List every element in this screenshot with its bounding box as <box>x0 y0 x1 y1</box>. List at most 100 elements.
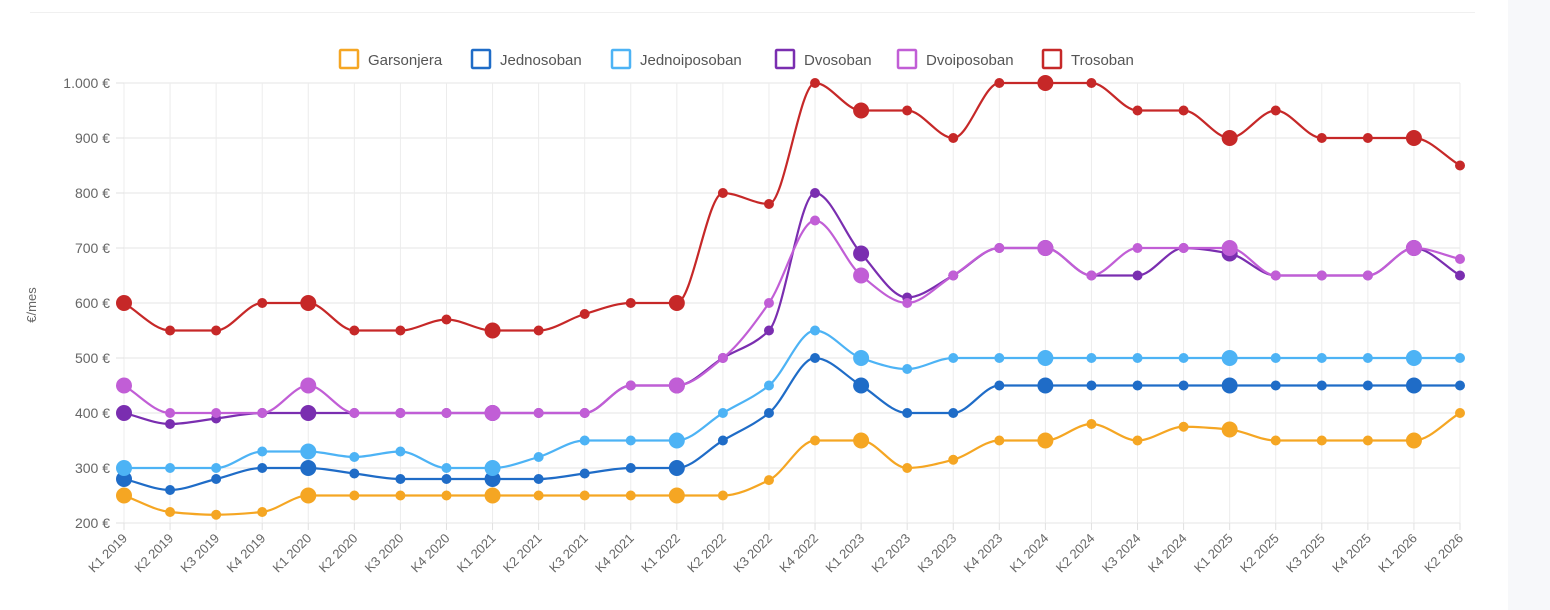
data-point-jednosoban[interactable] <box>441 474 452 484</box>
data-point-jednosoban[interactable] <box>1270 380 1281 391</box>
data-point-jednoiposoban[interactable] <box>948 353 959 363</box>
data-point-jednoiposoban[interactable] <box>763 380 774 391</box>
data-point-jednosoban[interactable] <box>1132 380 1143 391</box>
data-point-garsonjera[interactable] <box>994 435 1005 446</box>
data-point-trosoban[interactable] <box>1037 75 1054 91</box>
data-point-dvoiposoban[interactable] <box>533 408 544 418</box>
data-point-trosoban[interactable] <box>763 199 774 209</box>
data-point-jednosoban[interactable] <box>763 408 774 418</box>
data-point-jednoiposoban[interactable] <box>1270 353 1281 363</box>
data-point-garsonjera[interactable] <box>165 507 176 517</box>
data-point-trosoban[interactable] <box>1132 105 1143 116</box>
data-point-jednoiposoban[interactable] <box>668 432 685 449</box>
data-point-jednoiposoban[interactable] <box>994 353 1005 363</box>
data-point-garsonjera[interactable] <box>395 490 406 501</box>
data-point-jednoiposoban[interactable] <box>1178 353 1189 363</box>
data-point-garsonjera[interactable] <box>810 435 821 446</box>
data-point-dvoiposoban[interactable] <box>395 408 406 418</box>
data-point-trosoban[interactable] <box>579 309 590 319</box>
data-point-dvoiposoban[interactable] <box>717 353 728 363</box>
data-point-jednoiposoban[interactable] <box>1132 353 1143 363</box>
data-point-jednoiposoban[interactable] <box>853 350 870 366</box>
data-point-dvoiposoban[interactable] <box>1221 240 1238 256</box>
data-point-jednoiposoban[interactable] <box>395 446 406 457</box>
data-point-dvoiposoban[interactable] <box>484 405 501 421</box>
data-point-dvosoban[interactable] <box>116 405 132 421</box>
data-point-jednosoban[interactable] <box>1316 380 1327 391</box>
data-point-trosoban[interactable] <box>257 298 268 308</box>
data-point-dvoiposoban[interactable] <box>211 408 222 418</box>
data-point-trosoban[interactable] <box>1178 105 1189 116</box>
data-point-trosoban[interactable] <box>625 298 636 308</box>
data-point-trosoban[interactable] <box>165 325 176 336</box>
data-point-trosoban[interactable] <box>349 325 360 336</box>
data-point-jednosoban[interactable] <box>257 463 268 473</box>
data-point-jednosoban[interactable] <box>395 474 406 484</box>
data-point-jednoiposoban[interactable] <box>441 463 452 473</box>
data-point-trosoban[interactable] <box>668 295 685 311</box>
legend-label[interactable]: Garsonjera <box>368 52 443 69</box>
data-point-trosoban[interactable] <box>1362 133 1373 143</box>
data-point-dvoiposoban[interactable] <box>1086 270 1097 281</box>
data-point-garsonjera[interactable] <box>1362 435 1373 446</box>
legend-item-jednoiposoban[interactable]: Jednoiposoban <box>610 48 742 70</box>
legend-swatch[interactable] <box>610 48 632 70</box>
data-point-jednosoban[interactable] <box>902 408 913 418</box>
data-point-dvoiposoban[interactable] <box>902 298 913 308</box>
data-point-garsonjera[interactable] <box>211 509 222 520</box>
data-point-jednosoban[interactable] <box>717 435 728 446</box>
data-point-garsonjera[interactable] <box>484 487 501 504</box>
data-point-jednosoban[interactable] <box>1405 377 1422 394</box>
data-point-garsonjera[interactable] <box>948 454 959 465</box>
data-point-jednosoban[interactable] <box>1086 380 1097 391</box>
data-point-jednosoban[interactable] <box>211 474 222 484</box>
data-point-garsonjera[interactable] <box>853 432 870 449</box>
data-point-garsonjera[interactable] <box>533 490 544 501</box>
data-point-dvoiposoban[interactable] <box>625 380 636 391</box>
data-point-trosoban[interactable] <box>717 188 728 198</box>
data-point-garsonjera[interactable] <box>668 487 685 504</box>
data-point-jednosoban[interactable] <box>810 353 821 363</box>
data-point-garsonjera[interactable] <box>300 487 317 504</box>
data-point-garsonjera[interactable] <box>257 507 268 517</box>
data-point-jednosoban[interactable] <box>853 377 870 394</box>
data-point-jednosoban[interactable] <box>1362 380 1373 391</box>
data-point-jednosoban[interactable] <box>116 471 132 487</box>
data-point-jednosoban[interactable] <box>1221 377 1238 394</box>
data-point-jednoiposoban[interactable] <box>902 364 913 374</box>
data-point-trosoban[interactable] <box>810 78 821 88</box>
data-point-trosoban[interactable] <box>116 295 132 311</box>
data-point-trosoban[interactable] <box>1086 78 1097 88</box>
data-point-dvoiposoban[interactable] <box>300 377 317 394</box>
data-point-dvosoban[interactable] <box>763 325 774 336</box>
data-point-dvoiposoban[interactable] <box>1270 270 1281 281</box>
data-point-jednosoban[interactable] <box>300 460 317 476</box>
data-point-trosoban[interactable] <box>211 325 222 336</box>
legend-label[interactable]: Dvoiposoban <box>926 52 1014 69</box>
data-point-garsonjera[interactable] <box>116 487 132 504</box>
data-point-jednoiposoban[interactable] <box>1086 353 1097 363</box>
data-point-garsonjera[interactable] <box>441 490 452 501</box>
legend-swatch[interactable] <box>774 48 796 70</box>
data-point-dvosoban[interactable] <box>1132 270 1143 281</box>
data-point-dvosoban[interactable] <box>1455 270 1465 281</box>
data-point-dvosoban[interactable] <box>810 188 821 198</box>
data-point-dvosoban[interactable] <box>300 405 317 421</box>
data-point-jednoiposoban[interactable] <box>810 325 821 336</box>
data-point-garsonjera[interactable] <box>1037 432 1054 449</box>
data-point-dvoiposoban[interactable] <box>1455 254 1465 264</box>
data-point-jednoiposoban[interactable] <box>625 435 636 446</box>
data-point-jednoiposoban[interactable] <box>1221 350 1238 366</box>
data-point-jednoiposoban[interactable] <box>300 443 317 460</box>
data-point-dvoiposoban[interactable] <box>165 408 176 418</box>
data-point-jednoiposoban[interactable] <box>484 460 501 476</box>
data-point-garsonjera[interactable] <box>1178 421 1189 432</box>
data-point-dvoiposoban[interactable] <box>116 377 132 394</box>
data-point-jednoiposoban[interactable] <box>1455 353 1465 363</box>
data-point-jednoiposoban[interactable] <box>1316 353 1327 363</box>
data-point-jednosoban[interactable] <box>625 463 636 473</box>
data-point-dvoiposoban[interactable] <box>1362 270 1373 281</box>
data-point-trosoban[interactable] <box>395 325 406 336</box>
data-point-garsonjera[interactable] <box>1316 435 1327 446</box>
data-point-jednosoban[interactable] <box>1178 380 1189 391</box>
